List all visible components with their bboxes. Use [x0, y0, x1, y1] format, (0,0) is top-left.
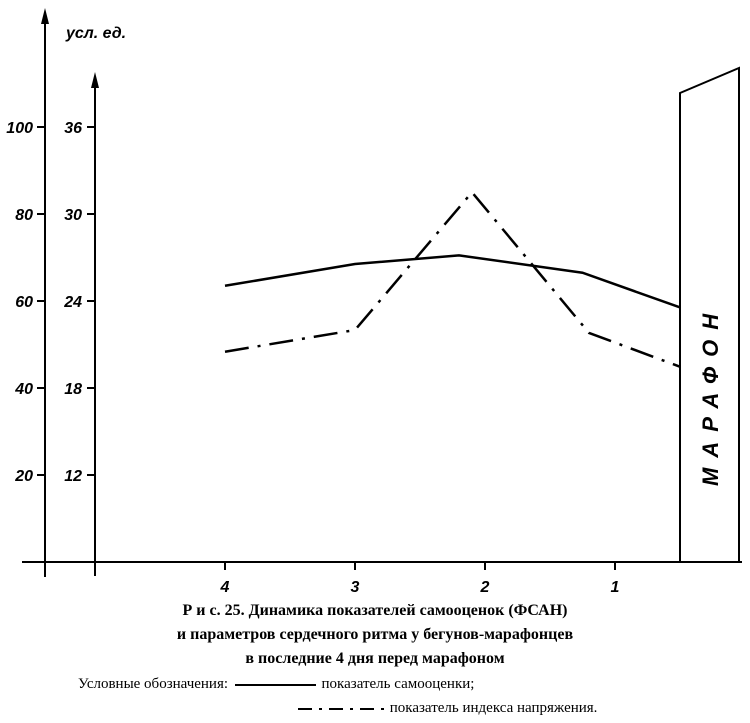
legend-prefix: Условные обозначения: — [78, 676, 229, 692]
inner-y-axis-arrow — [91, 72, 99, 88]
marathon-banner — [679, 66, 740, 563]
legend-solid-swatch — [234, 683, 316, 686]
x-tick-label: 4 — [220, 579, 230, 596]
inner-tick-label: 36 — [64, 120, 82, 137]
x-ticks: 4 3 2 1 — [220, 562, 620, 596]
outer-tick-label: 60 — [15, 294, 33, 311]
legend-row-solid: Условные обозначения: показатель самооце… — [78, 676, 474, 693]
inner-y-ticks: 12 18 24 30 36 — [63, 120, 95, 485]
outer-tick-label: 40 — [14, 381, 33, 398]
caption-line-3: в последние 4 дня перед марафоном — [245, 650, 505, 667]
inner-tick-label: 18 — [64, 381, 82, 398]
inner-tick-label: 30 — [64, 207, 82, 224]
x-tick-label: 1 — [611, 579, 620, 596]
series-line-stress-index — [224, 190, 687, 371]
outer-tick-label: 100 — [6, 120, 33, 137]
caption-line-1: Р и с. 25. Динамика показателей самооцен… — [182, 602, 568, 619]
legend-dashdot-swatch — [298, 707, 384, 710]
series-lines — [224, 190, 687, 371]
outer-tick-label: 80 — [15, 207, 33, 224]
legend-dashdot-label: показатель индекса напряжения. — [389, 700, 598, 716]
outer-y-axis-arrow — [41, 8, 49, 24]
inner-tick-label: 12 — [64, 468, 82, 485]
inner-tick-label: 24 — [63, 294, 82, 311]
x-tick-label: 3 — [351, 579, 360, 596]
unit-label: усл. ед. — [65, 25, 126, 42]
series-line-self-assessment — [224, 254, 687, 311]
chart: усл. ед. 20 40 60 80 100 12 18 24 30 36 4 3 2 1 МАР… — [6, 8, 742, 596]
outer-tick-label: 20 — [14, 468, 33, 485]
legend-row-dashdot: показатель индекса напряжения. — [296, 700, 597, 717]
caption-line-2: и параметров сердечного ритма у бегунов-… — [176, 626, 574, 643]
outer-y-ticks: 20 40 60 80 100 — [6, 120, 45, 485]
x-tick-label: 2 — [480, 579, 490, 596]
marathon-label: МАРАФОН — [698, 304, 723, 486]
legend-solid-label: показатель самооценки; — [321, 676, 475, 692]
